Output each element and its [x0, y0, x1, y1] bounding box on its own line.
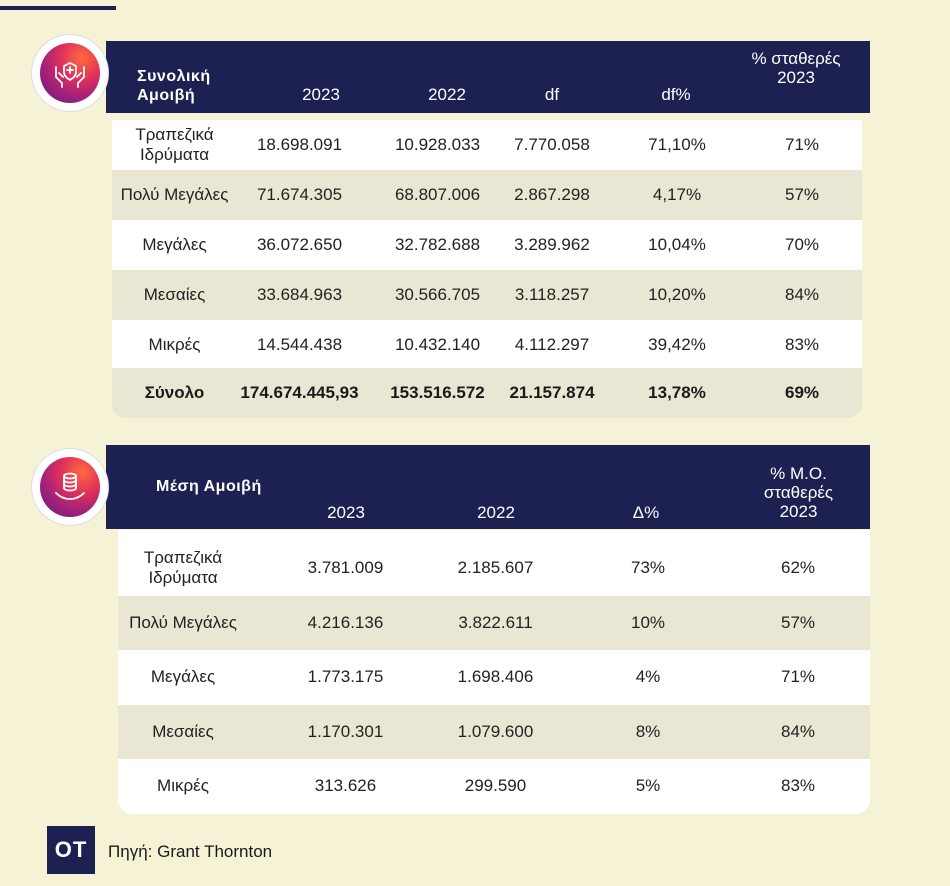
cell-2022: 299.590 [464, 776, 527, 795]
hands-shield-icon [55, 62, 85, 88]
cell-df: 3.289.962 [514, 235, 590, 254]
col-2022: 2022 [477, 503, 515, 522]
cell-delta-percent: 73% [630, 558, 666, 577]
cell-2023: 4.216.136 [307, 612, 384, 632]
avg-pay-table-body [118, 530, 870, 814]
cell-category: Τραπεζικά Ιδρύματα [135, 125, 214, 164]
table-row: Τραπεζικά Ιδρύματα 18.698.091 10.928.033 7.… [112, 120, 862, 170]
cell-2022: 153.516.572 [390, 383, 485, 402]
cell-category: Τραπεζικά Ιδρύματα [143, 548, 223, 587]
cell-df-percent: 71,10% [648, 135, 706, 154]
cell-fixed-2023: 83% [784, 335, 820, 354]
total-row: Σύνολο 174.674.445,93 153.516.572 21.157.87… [112, 368, 862, 418]
cell-avg-fixed-2023: 84% [780, 721, 816, 741]
cell-avg-fixed-2023: 83% [780, 776, 816, 795]
col-fixed-2023: % σταθερές 2023 [751, 49, 841, 87]
total-pay-table-header: Συνολική Αμοιβή 2023 2022 df df% % σταθε… [106, 41, 870, 113]
cell-df: 4.112.297 [514, 335, 590, 354]
cell-category: Μεσαίες [143, 285, 206, 304]
cell-df-percent: 10,04% [648, 235, 706, 254]
cell-fixed-2023: 70% [784, 235, 820, 254]
cell-2022: 30.566.705 [394, 285, 481, 304]
col-df-percent: df% [661, 85, 691, 104]
badge-2 [32, 449, 108, 525]
cell-2022: 1.698.406 [457, 667, 534, 686]
col-2022: 2022 [428, 85, 466, 104]
cell-2022: 32.782.688 [394, 235, 481, 254]
cell-delta-percent: 10% [630, 612, 666, 632]
cell-2023: 1.773.175 [307, 667, 384, 686]
cell-2022: 68.807.006 [394, 185, 481, 204]
col-2023: 2023 [302, 85, 340, 104]
cell-2023: 3.781.009 [307, 558, 384, 577]
table-row: Πολύ Μεγάλες 4.216.136 3.822.611 10% 57% [118, 595, 870, 650]
cell-2023: 18.698.091 [256, 135, 343, 154]
cell-2023: 174.674.445,93 [240, 383, 359, 402]
col-avg-fixed-2023: % Μ.Ο. σταθερές 2023 [763, 464, 834, 521]
cell-df: 2.867.298 [514, 185, 590, 204]
table-row: Μικρές 313.626 299.590 5% 83% [118, 759, 870, 813]
cell-df-percent: 39,42% [648, 335, 706, 354]
cell-fixed-2023: 57% [784, 185, 820, 204]
avg-pay-table-header: Μέση Αμοιβή 2023 2022 Δ% % Μ.Ο. σταθερές… [106, 445, 870, 529]
cell-fixed-2023: 69% [784, 383, 820, 402]
cell-category: Μεσαίες [152, 721, 214, 741]
table-row: Μεσαίες 1.170.301 1.079.600 8% 84% [118, 704, 870, 759]
cell-2023: 14.544.438 [256, 335, 343, 354]
badge-1 [32, 35, 108, 111]
cell-2023: 1.170.301 [307, 721, 384, 741]
table-row: Μεσαίες 33.684.963 30.566.705 3.118.257 10,2… [112, 270, 862, 320]
cell-category: Μεγάλες [150, 667, 216, 686]
table-row: Πολύ Μεγάλες 71.674.305 68.807.006 2.867.29… [112, 170, 862, 220]
source-text: Πηγή: Grant Thornton [108, 842, 273, 861]
cell-2023: 71.674.305 [256, 185, 343, 204]
cell-df-percent: 10,20% [648, 285, 706, 304]
cell-category: Μεγάλες [142, 235, 207, 254]
table-row: Μικρές 14.544.438 10.432.140 4.112.297 39,42… [112, 320, 862, 370]
table-label: Μέση Αμοιβή [156, 478, 262, 495]
col-2023: 2023 [327, 503, 365, 522]
cell-2022: 10.432.140 [394, 335, 481, 354]
hand-coins-icon [55, 472, 85, 500]
cell-2023: 33.684.963 [256, 285, 343, 304]
cell-df: 21.157.874 [509, 383, 595, 402]
cell-category: Μικρές [157, 776, 209, 795]
cell-category: Σύνολο [144, 383, 205, 402]
table-label: Συνολική Αμοιβή [137, 68, 211, 104]
table-row: Μεγάλες 36.072.650 32.782.688 3.289.962 10,0… [112, 220, 862, 270]
cell-2022: 1.079.600 [457, 721, 534, 741]
cell-df-percent: 13,78% [648, 383, 706, 402]
cell-delta-percent: 4% [635, 667, 661, 686]
cell-category: Μικρές [148, 335, 201, 354]
cell-df-percent: 4,17% [652, 185, 702, 204]
cell-fixed-2023: 71% [784, 135, 820, 154]
cell-2022: 10.928.033 [394, 135, 481, 154]
cell-avg-fixed-2023: 71% [780, 667, 816, 686]
cell-2023: 36.072.650 [256, 235, 343, 254]
table-row: Τραπεζικά Ιδρύματα 3.781.009 2.185.607 73% 6… [118, 541, 870, 595]
cell-avg-fixed-2023: 62% [780, 558, 816, 577]
cell-2022: 2.185.607 [457, 558, 534, 577]
cell-df: 7.770.058 [514, 135, 590, 154]
cell-delta-percent: 8% [635, 721, 661, 741]
cell-2022: 3.822.611 [458, 612, 533, 632]
cell-avg-fixed-2023: 57% [780, 612, 816, 632]
cell-category: Πολύ Μεγάλες [120, 185, 229, 204]
cell-fixed-2023: 84% [784, 285, 820, 304]
table-row: Μεγάλες 1.773.175 1.698.406 4% 71% [118, 650, 870, 704]
col-df: df [544, 85, 560, 104]
cell-category: Πολύ Μεγάλες [129, 612, 237, 632]
ot-logo: ΟΤ [47, 826, 95, 874]
col-delta-percent: Δ% [632, 503, 660, 522]
cell-df: 3.118.257 [514, 285, 590, 304]
cell-delta-percent: 5% [635, 776, 661, 795]
top-accent-line [0, 6, 116, 10]
cell-2023: 313.626 [314, 776, 377, 795]
